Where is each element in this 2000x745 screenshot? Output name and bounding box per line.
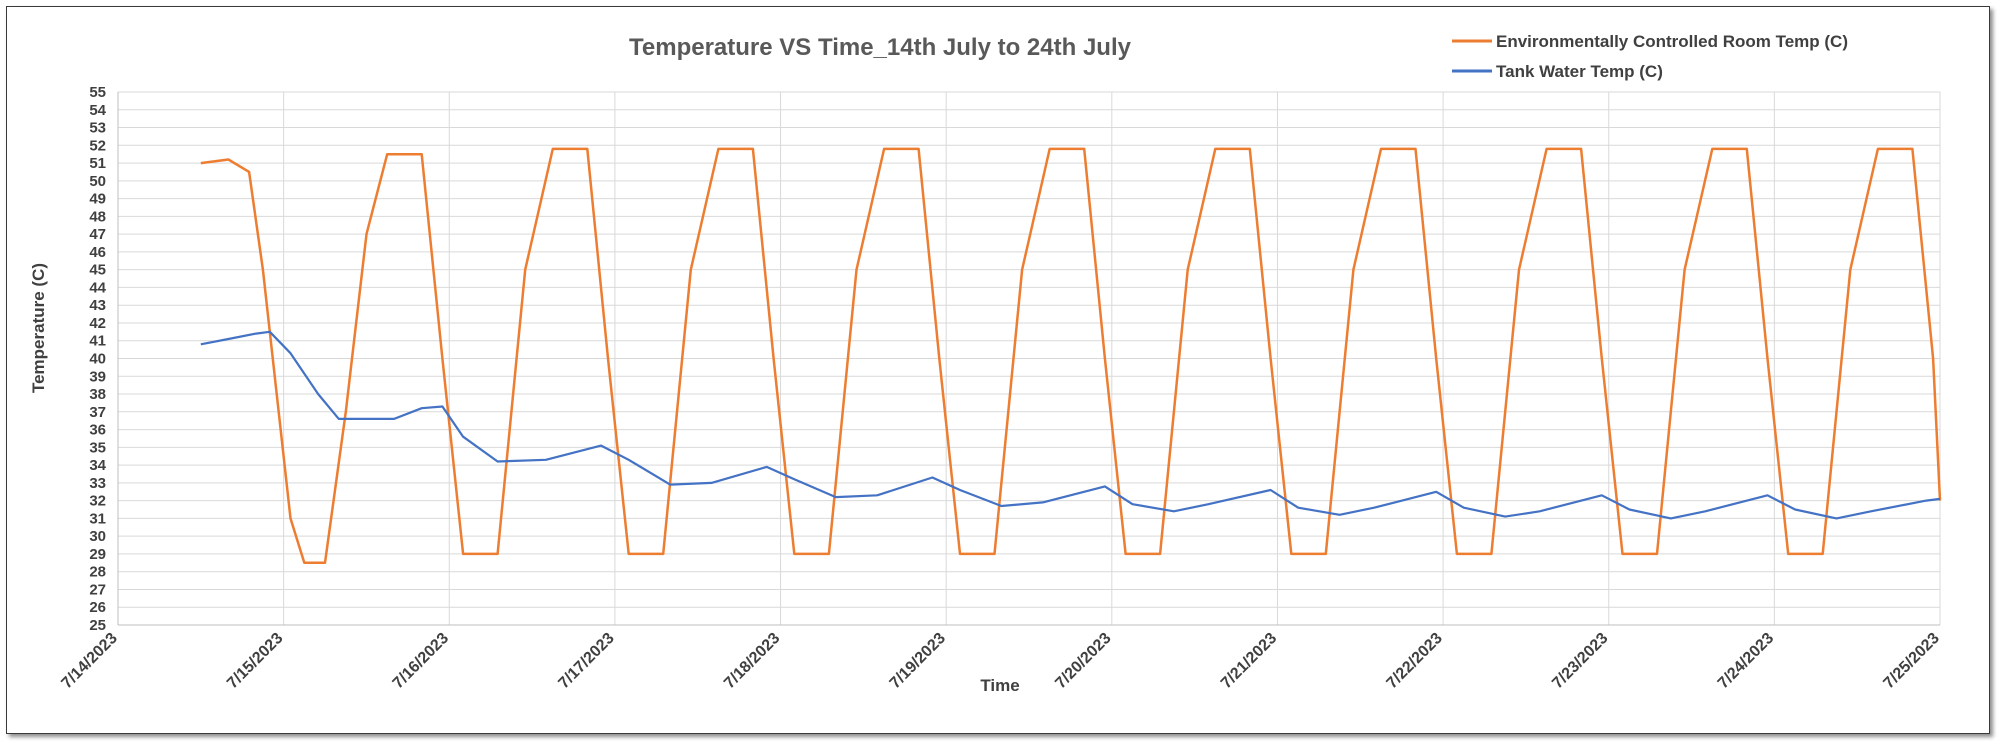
x-axis-title: Time (980, 676, 1019, 695)
y-tick-label: 29 (89, 546, 106, 563)
y-tick-label: 48 (89, 208, 106, 225)
y-tick-label: 46 (89, 244, 106, 261)
chart-title: Temperature VS Time_14th July to 24th Ju… (629, 34, 1132, 61)
x-tick-label: 7/18/2023 (721, 630, 783, 692)
y-tick-label: 52 (89, 137, 106, 154)
y-tick-label: 26 (89, 599, 106, 616)
y-tick-label: 25 (89, 617, 106, 634)
x-tick-label: 7/21/2023 (1218, 630, 1280, 692)
x-tick-label: 7/22/2023 (1384, 630, 1446, 692)
y-tick-label: 39 (89, 368, 106, 385)
y-tick-label: 36 (89, 422, 106, 439)
y-tick-label: 40 (89, 351, 106, 368)
y-tick-label: 32 (89, 493, 106, 510)
y-tick-label: 30 (89, 528, 106, 545)
y-tick-label: 45 (89, 262, 106, 279)
x-tick-label: 7/20/2023 (1052, 630, 1114, 692)
y-tick-label: 33 (89, 475, 106, 492)
y-tick-label: 35 (89, 439, 106, 456)
legend: Environmentally Controlled Room Temp (C)… (1452, 32, 1848, 81)
series-line-tank-temp (200, 330, 1941, 520)
y-tick-label: 34 (89, 457, 106, 474)
x-tick-label: 7/14/2023 (58, 630, 120, 692)
y-tick-label: 54 (89, 102, 106, 119)
y-tick-label: 55 (89, 84, 106, 101)
y-tick-label: 38 (89, 386, 106, 403)
series-lines (200, 147, 1942, 565)
x-tick-label: 7/23/2023 (1549, 630, 1611, 692)
y-tick-label: 28 (89, 564, 106, 581)
x-tick-label: 7/17/2023 (555, 630, 617, 692)
legend-label-tank-temp: Tank Water Temp (C) (1496, 62, 1663, 81)
y-axis-ticks: 2526272829303132333435363738394041424344… (89, 84, 106, 634)
y-tick-label: 41 (89, 333, 106, 350)
x-tick-label: 7/16/2023 (390, 630, 452, 692)
x-tick-label: 7/25/2023 (1880, 630, 1942, 692)
x-tick-label: 7/24/2023 (1715, 630, 1777, 692)
legend-label-room-temp: Environmentally Controlled Room Temp (C) (1496, 32, 1848, 51)
y-axis-title: Temperature (C) (29, 263, 48, 393)
y-tick-label: 44 (89, 279, 106, 296)
x-tick-label: 7/19/2023 (887, 630, 949, 692)
y-tick-label: 49 (89, 191, 106, 208)
y-tick-label: 27 (89, 581, 106, 598)
y-tick-label: 31 (89, 510, 106, 527)
y-tick-label: 42 (89, 315, 106, 332)
series-line-room-temp (200, 147, 1942, 565)
y-tick-label: 37 (89, 404, 106, 421)
x-tick-label: 7/15/2023 (224, 630, 286, 692)
y-tick-label: 43 (89, 297, 106, 314)
y-tick-label: 50 (89, 173, 106, 190)
y-tick-label: 53 (89, 120, 106, 137)
grid (117, 91, 1941, 626)
y-tick-label: 51 (89, 155, 106, 172)
y-tick-label: 47 (89, 226, 106, 243)
